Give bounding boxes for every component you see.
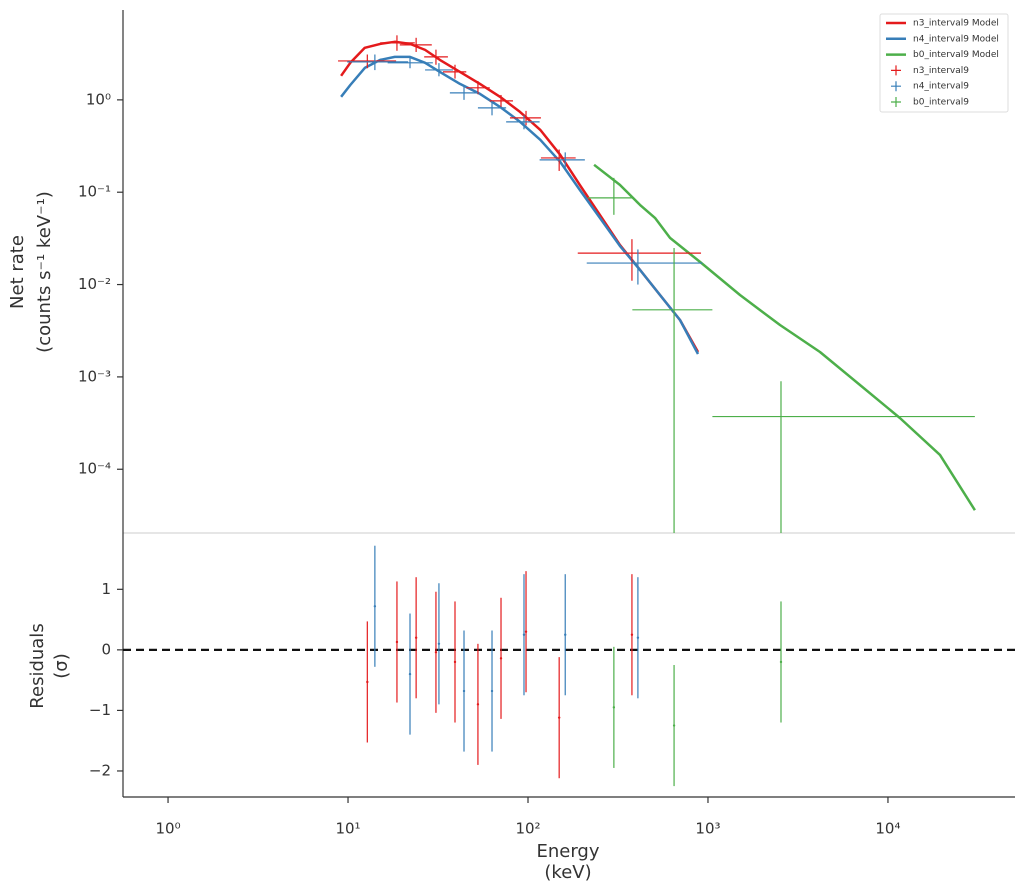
residual-point xyxy=(636,636,640,639)
y-tick-label: 10⁻⁴ xyxy=(78,460,111,478)
residual-point xyxy=(434,651,438,654)
y-tick-label: 10⁻¹ xyxy=(78,183,111,201)
x-tick-label: 10⁴ xyxy=(875,820,900,838)
residual-point xyxy=(672,724,676,727)
residual-point xyxy=(462,689,466,693)
x-tick-label: 10³ xyxy=(695,820,720,838)
residual-point xyxy=(779,660,783,664)
legend-label: n3_interval9 xyxy=(913,66,969,76)
y-tick-label: 0 xyxy=(101,640,111,658)
residual-point xyxy=(476,703,480,706)
y-label: Net rate xyxy=(7,235,28,309)
residual-point xyxy=(630,633,634,636)
residual-point xyxy=(499,657,503,660)
residual-point xyxy=(437,642,441,646)
model-line xyxy=(340,55,700,355)
x-tick-label: 10⁰ xyxy=(155,820,180,838)
residual-point xyxy=(524,630,528,633)
residual-point xyxy=(612,706,616,709)
y-tick-label: 10⁻² xyxy=(78,275,111,293)
y-label: (counts s⁻¹ keV⁻¹) xyxy=(34,191,55,353)
residual-point xyxy=(490,689,494,693)
legend-swatch xyxy=(891,81,901,92)
residual-point xyxy=(395,640,399,644)
x-label: Energy xyxy=(536,841,599,862)
y-tick-label: −2 xyxy=(89,761,111,779)
residual-point xyxy=(408,672,412,676)
y-tick-label: 10⁻³ xyxy=(78,367,111,385)
legend-label: b0_interval9 xyxy=(913,98,969,108)
x-label: (keV) xyxy=(544,862,591,883)
y-tick-label: 1 xyxy=(101,580,111,598)
y-label: Residuals xyxy=(27,623,48,708)
residual-point xyxy=(564,633,567,636)
legend-label: b0_interval9 Model xyxy=(913,50,999,60)
residual-point xyxy=(557,716,561,719)
residual-point xyxy=(453,660,457,664)
legend-label: n4_interval9 Model xyxy=(913,34,999,44)
residual-point xyxy=(373,605,377,608)
x-tick-label: 10² xyxy=(515,820,540,838)
legend-swatch xyxy=(891,65,901,76)
legend-box xyxy=(879,13,1009,113)
model-line xyxy=(593,163,976,511)
y-tick-label: −1 xyxy=(89,701,111,719)
legend-label: n4_interval9 xyxy=(913,82,969,92)
residual-point xyxy=(522,633,526,636)
legend-label: n3_interval9 Model xyxy=(913,19,999,29)
legend-swatch xyxy=(891,97,901,107)
residual-point xyxy=(366,680,369,684)
y-tick-label: 10⁰ xyxy=(86,90,111,108)
x-tick-label: 10¹ xyxy=(335,820,360,838)
residual-point xyxy=(414,636,418,639)
y-label: (σ) xyxy=(51,653,72,678)
